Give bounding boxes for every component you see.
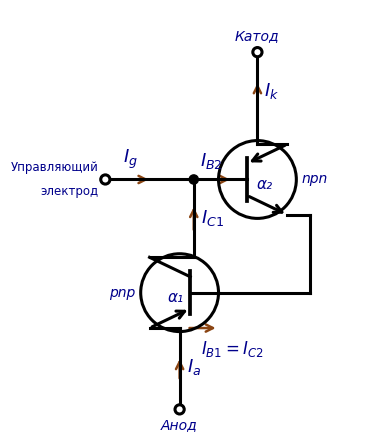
Text: α₂: α₂ <box>257 177 273 192</box>
Text: npn: npn <box>302 173 328 186</box>
Text: $\mathit{I}_g$: $\mathit{I}_g$ <box>122 147 137 170</box>
Text: $\mathit{I}_a$: $\mathit{I}_a$ <box>187 357 201 377</box>
Text: $\mathit{I}_{B2}$: $\mathit{I}_{B2}$ <box>200 151 223 170</box>
Circle shape <box>101 175 110 184</box>
Text: $\mathit{I}_{B1} = \mathit{I}_{C2}$: $\mathit{I}_{B1} = \mathit{I}_{C2}$ <box>201 339 263 359</box>
Text: электрод: электрод <box>40 185 98 198</box>
Text: Анод: Анод <box>161 418 198 432</box>
Circle shape <box>189 175 199 184</box>
Circle shape <box>253 48 262 57</box>
Text: $\mathit{I}_k$: $\mathit{I}_k$ <box>265 81 280 101</box>
Text: $\mathit{I}_{C1}$: $\mathit{I}_{C1}$ <box>201 208 224 228</box>
Text: Катод: Катод <box>235 29 280 43</box>
Text: α₁: α₁ <box>168 291 184 305</box>
Text: pnp: pnp <box>109 286 136 299</box>
Text: Управляющий: Управляющий <box>10 161 98 174</box>
Circle shape <box>175 405 184 414</box>
